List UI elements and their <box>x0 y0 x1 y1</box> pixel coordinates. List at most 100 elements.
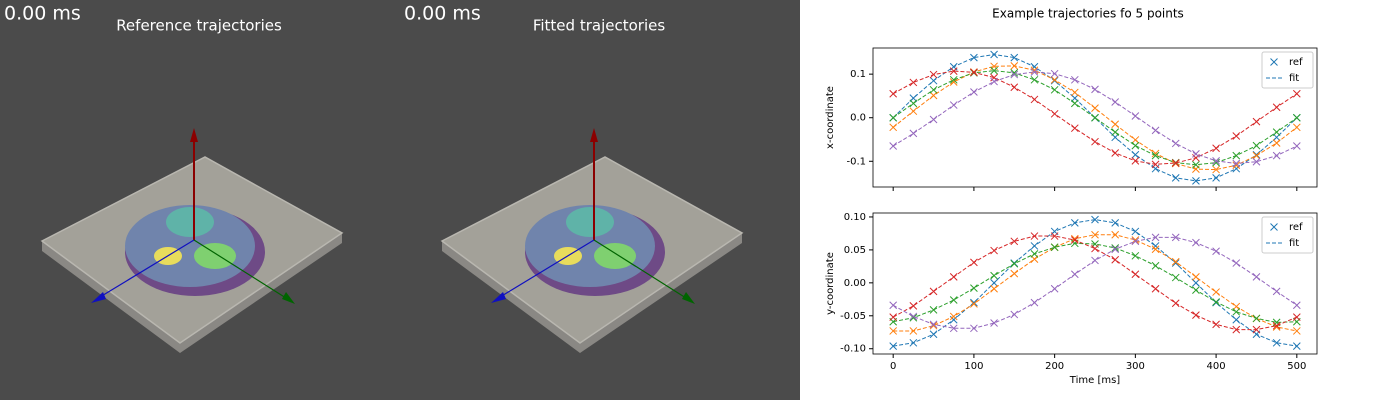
axes: 0.10 0.05 0.00 -0.05 -0.10 0 100 200 300 400 500 y-… <box>825 212 1318 386</box>
marker <box>1050 109 1059 118</box>
marker <box>1010 237 1019 246</box>
y-tick-label: 0.00 <box>844 278 866 289</box>
y-tick-label: -0.05 <box>840 311 866 322</box>
marker <box>929 76 938 85</box>
marker <box>1050 85 1059 94</box>
legend-box <box>1261 51 1314 89</box>
marker <box>929 85 938 94</box>
marker <box>909 78 918 87</box>
marker <box>1151 233 1160 242</box>
marker <box>970 300 978 308</box>
marker <box>929 306 938 314</box>
marker <box>1111 230 1120 239</box>
marker <box>1292 113 1301 122</box>
marker <box>1151 160 1160 169</box>
marker <box>1091 256 1099 265</box>
marker <box>1030 68 1039 76</box>
marker <box>1111 255 1120 264</box>
marker <box>1131 112 1140 120</box>
marker <box>1171 273 1180 282</box>
marker <box>1292 89 1301 98</box>
marker <box>990 319 998 327</box>
x-axis-label: Time [ms] <box>1069 375 1121 386</box>
marker <box>990 284 998 293</box>
marker <box>990 271 998 280</box>
marker <box>949 273 958 281</box>
marker <box>1151 261 1160 270</box>
marker <box>990 73 998 82</box>
time-label: 0.00 ms <box>4 3 81 25</box>
marker <box>1010 310 1019 319</box>
marker <box>1212 158 1220 167</box>
marker <box>949 101 958 109</box>
fit-line <box>893 242 1297 323</box>
marker <box>1292 301 1301 310</box>
marker <box>1030 75 1039 84</box>
marker <box>1131 141 1140 150</box>
marker <box>1270 58 1278 66</box>
fit-line <box>892 70 1298 166</box>
y-tick-label: -0.1 <box>846 156 866 167</box>
view-title: Reference trajectories <box>116 17 282 35</box>
marker <box>1232 151 1241 160</box>
marker <box>1252 273 1261 281</box>
marker <box>1070 124 1079 133</box>
marker <box>1091 215 1099 224</box>
marker <box>1212 247 1220 256</box>
marker <box>1050 232 1059 240</box>
y-tick-label: 0.1 <box>850 69 866 80</box>
marker <box>949 75 958 84</box>
marker <box>970 258 978 267</box>
axes-frame <box>872 47 1318 188</box>
marker <box>990 77 998 86</box>
marker <box>1292 342 1301 350</box>
marker <box>1232 132 1241 140</box>
figure-title: Example trajectories fo 5 points <box>992 7 1184 21</box>
marker <box>949 67 958 75</box>
marker <box>1272 128 1281 136</box>
marker <box>1292 313 1301 321</box>
marker <box>909 312 918 321</box>
marker <box>1030 298 1039 307</box>
marker <box>1272 287 1281 296</box>
marker <box>1292 327 1301 335</box>
marker <box>1111 128 1120 136</box>
marker <box>1030 242 1039 250</box>
marker <box>1192 311 1200 319</box>
x-tick-label: 200 <box>1045 361 1064 372</box>
marker <box>1151 149 1160 158</box>
y-axis-label: x-coordinate <box>825 86 836 149</box>
marker <box>889 342 898 350</box>
marker <box>1111 149 1120 157</box>
marker <box>1070 88 1079 97</box>
fit-line <box>893 219 1297 347</box>
marker <box>990 246 998 255</box>
marker <box>1070 75 1079 84</box>
marker <box>1010 62 1019 70</box>
marker <box>1151 245 1160 254</box>
marker <box>1212 298 1220 306</box>
marker <box>889 327 898 335</box>
x-tick-label: 400 <box>1207 361 1226 372</box>
axes-frame <box>872 212 1318 355</box>
marker <box>1091 137 1099 146</box>
marker <box>1091 113 1099 122</box>
marker <box>929 91 938 100</box>
marker <box>1131 150 1140 159</box>
marker <box>1050 76 1059 85</box>
marker <box>1212 157 1220 165</box>
legend-label: fit <box>1289 238 1299 249</box>
marker <box>1030 249 1039 258</box>
marker <box>1070 99 1079 108</box>
marker <box>1070 236 1079 244</box>
marker <box>1030 232 1039 240</box>
marker <box>909 302 918 310</box>
marker <box>1171 257 1180 266</box>
legend-box <box>1261 216 1314 254</box>
marker <box>949 78 958 86</box>
marker <box>1010 259 1019 268</box>
marker <box>1192 238 1200 247</box>
plot-area <box>889 50 1301 185</box>
x-tick-label: 500 <box>1287 361 1306 372</box>
